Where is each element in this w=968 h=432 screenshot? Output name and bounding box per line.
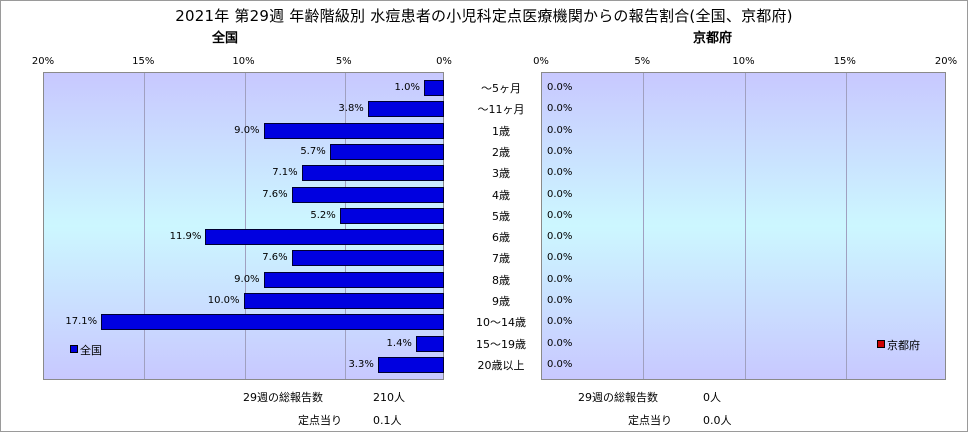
kyoto-total-value: 0人 <box>703 391 721 404</box>
data-label-national: 7.6% <box>262 252 288 264</box>
legend-kyoto: 京都府 <box>877 337 920 353</box>
legend-national: 全国 <box>70 342 102 358</box>
category-label: ～5ヶ月 <box>481 82 521 95</box>
gridline <box>144 73 146 379</box>
bar-national <box>339 207 444 224</box>
gridline <box>344 73 346 379</box>
x-tick-label-national: 10% <box>232 56 255 67</box>
data-label-kyoto: 0.0% <box>547 209 573 221</box>
legend-label-kyoto: 京都府 <box>887 339 920 352</box>
bar-national <box>423 80 444 96</box>
kyoto-total-label: 29週の総報告数 <box>578 391 658 404</box>
data-label-kyoto: 0.0% <box>547 337 573 349</box>
category-label: 15～19歳 <box>476 337 526 351</box>
data-label-kyoto: 0.0% <box>547 231 573 243</box>
bar-national <box>377 356 444 373</box>
data-label-kyoto: 0.0% <box>547 295 573 306</box>
data-label-kyoto: 0.0% <box>547 167 573 179</box>
bar-national <box>263 122 444 139</box>
data-label-national: 9.0% <box>234 273 260 285</box>
bar-national <box>367 101 444 118</box>
national-total-value: 210人 <box>373 391 405 404</box>
category-label: 5歳 <box>492 209 510 223</box>
category-label: 4歳 <box>492 188 510 202</box>
kyoto-per-label: 定点当り <box>628 414 672 427</box>
category-label: ～11ヶ月 <box>477 103 525 117</box>
national-per-label: 定点当り <box>298 414 342 427</box>
data-label-kyoto: 0.0% <box>547 188 573 200</box>
data-label-national: 5.7% <box>300 145 326 157</box>
category-label: 8歳 <box>492 273 510 287</box>
data-label-kyoto: 0.0% <box>547 252 573 264</box>
data-label-national: 17.1% <box>65 316 98 328</box>
x-tick-label-kyoto: 15% <box>833 56 856 67</box>
x-tick-label-kyoto: 0% <box>533 56 549 67</box>
data-label-national: 3.8% <box>338 103 364 115</box>
legend-swatch-national <box>70 345 78 353</box>
bar-national <box>301 165 444 182</box>
data-label-national: 5.2% <box>310 209 336 221</box>
bar-national <box>329 143 444 160</box>
data-label-national: 11.9% <box>169 231 202 243</box>
subtitle-national: 全国 <box>212 31 239 46</box>
x-tick-label-kyoto: 5% <box>634 56 651 67</box>
x-tick-label-national: 5% <box>335 56 352 67</box>
gridline <box>744 73 746 379</box>
data-label-national: 10.0% <box>207 295 240 306</box>
kyoto-per-value: 0.0人 <box>703 414 732 427</box>
bar-national <box>263 271 444 288</box>
data-label-national: 7.1% <box>272 167 298 179</box>
legend-label-national: 全国 <box>80 344 102 357</box>
national-per-value: 0.1人 <box>373 414 402 427</box>
data-label-kyoto: 0.0% <box>547 82 573 93</box>
gridline <box>643 73 645 379</box>
subtitle-kyoto: 京都府 <box>693 31 733 46</box>
category-label: 2歳 <box>492 145 510 159</box>
category-label: 10～14歳 <box>476 316 526 330</box>
gridline <box>845 73 847 379</box>
data-label-national: 3.3% <box>348 358 374 370</box>
category-label: 1歳 <box>492 124 510 138</box>
data-label-kyoto: 0.0% <box>547 145 573 157</box>
data-label-kyoto: 0.0% <box>547 358 573 370</box>
legend-swatch-kyoto <box>877 340 885 348</box>
x-tick-label-national: 20% <box>31 56 55 67</box>
category-label: 3歳 <box>492 167 510 181</box>
category-label: 7歳 <box>492 252 510 266</box>
data-label-kyoto: 0.0% <box>547 124 573 136</box>
chart-title: 2021年 第29週 年齢階級別 水痘患者の小児科定点医療機関からの報告割合(全… <box>175 7 793 25</box>
category-label: 6歳 <box>492 231 510 245</box>
data-label-national: 1.4% <box>386 337 412 349</box>
bar-national <box>291 186 444 203</box>
data-label-kyoto: 0.0% <box>547 103 573 115</box>
bar-national <box>291 250 444 267</box>
gridline <box>244 73 246 379</box>
x-tick-label-national: 15% <box>132 56 155 67</box>
x-tick-label-national: 0% <box>436 56 452 67</box>
national-total-label: 29週の総報告数 <box>243 391 323 404</box>
bar-national <box>243 293 444 309</box>
category-label: 20歳以上 <box>477 358 525 372</box>
data-label-kyoto: 0.0% <box>547 273 573 285</box>
data-label-national: 7.6% <box>262 188 288 200</box>
plot-area-kyoto <box>541 72 946 380</box>
data-label-national: 9.0% <box>234 124 260 136</box>
plot-area-national <box>43 72 444 380</box>
bar-national <box>101 314 444 331</box>
data-label-kyoto: 0.0% <box>547 316 573 328</box>
data-label-national: 1.0% <box>394 82 420 93</box>
category-label: 9歳 <box>492 295 510 308</box>
x-tick-label-kyoto: 20% <box>934 56 958 67</box>
bar-national <box>205 229 444 246</box>
bar-national <box>415 335 444 352</box>
x-tick-label-kyoto: 10% <box>732 56 755 67</box>
